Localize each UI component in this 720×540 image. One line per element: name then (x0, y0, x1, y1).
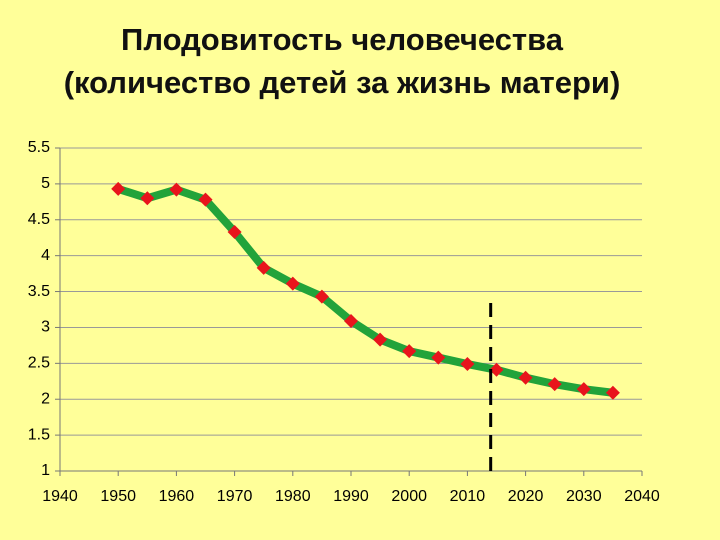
x-tick-label: 1960 (159, 488, 195, 505)
x-tick-label: 2040 (624, 488, 660, 505)
x-tick-label: 2030 (566, 488, 602, 505)
data-point (140, 191, 155, 206)
y-tick-label: 5 (41, 175, 50, 192)
data-point (460, 357, 475, 372)
data-point (169, 182, 184, 197)
data-point (518, 370, 533, 385)
data-point (111, 181, 126, 196)
data-point (431, 350, 446, 365)
data-point (489, 362, 504, 377)
y-tick-label: 4 (41, 247, 50, 264)
x-tick-label: 2010 (450, 488, 486, 505)
y-tick-label: 2 (41, 390, 50, 407)
x-tick-label: 1940 (42, 488, 78, 505)
data-point (256, 260, 271, 275)
data-point (344, 313, 358, 328)
x-tick-label: 1950 (100, 488, 136, 505)
y-tick-label: 1 (41, 462, 50, 479)
data-point (285, 276, 300, 291)
x-tick-label: 1970 (217, 488, 253, 505)
y-tick-label: 5.5 (28, 139, 50, 156)
data-point (547, 377, 562, 392)
chart-title: Плодовитость человечества (121, 22, 564, 57)
x-tick-label: 2000 (391, 488, 427, 505)
data-point (373, 332, 388, 347)
data-point (605, 385, 620, 400)
chart-title: (количество детей за жизнь матери) (64, 65, 621, 100)
y-tick-label: 3.5 (28, 283, 50, 300)
x-tick-label: 1980 (275, 488, 311, 505)
x-tick-label: 2020 (508, 488, 544, 505)
y-tick-label: 2.5 (28, 355, 50, 372)
data-point (402, 344, 417, 359)
y-tick-label: 1.5 (28, 426, 50, 443)
data-point (314, 289, 329, 304)
y-tick-label: 4.5 (28, 211, 50, 228)
data-point (198, 192, 213, 207)
data-point (576, 382, 591, 397)
y-tick-label: 3 (41, 319, 50, 336)
data-point (227, 224, 242, 239)
x-tick-label: 1990 (333, 488, 369, 505)
